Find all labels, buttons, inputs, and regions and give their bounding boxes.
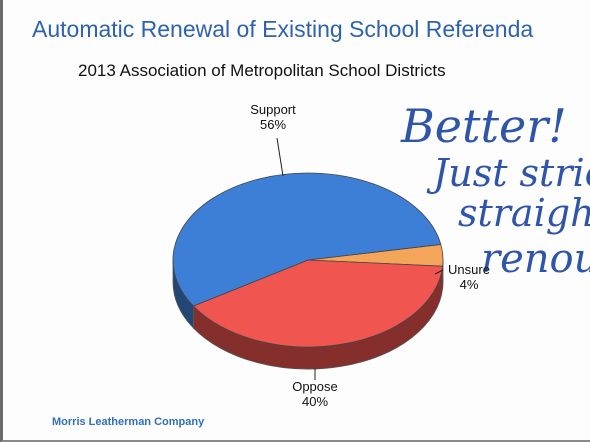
label-unsure-value: 4% <box>459 277 479 292</box>
handwriting-line-1: Better! <box>400 99 567 153</box>
handwritten-note: Better! Just stric straigh renou <box>400 99 590 282</box>
label-support-value: 56% <box>259 117 287 132</box>
pie-slice-support <box>172 172 442 307</box>
label-support: Support 56% <box>245 102 301 132</box>
leader-unsure <box>434 269 444 275</box>
slide-subtitle: 2013 Association of Metropolitan School … <box>78 61 446 80</box>
handwriting-line-4: renou <box>481 236 590 282</box>
label-oppose-value: 40% <box>301 394 329 409</box>
footer-company: Morris Leatherman Company <box>52 416 205 428</box>
slide-title: Automatic Renewal of Existing School Ref… <box>32 16 534 42</box>
label-support-name: Support <box>250 102 296 117</box>
pie-slice-oppose <box>192 259 444 348</box>
leader-support <box>276 137 284 177</box>
label-unsure: Unsure 4% <box>441 262 497 292</box>
label-oppose: Oppose 40% <box>287 379 343 409</box>
label-oppose-name: Oppose <box>292 379 338 394</box>
handwriting-line-3: straigh <box>458 191 590 235</box>
pie-chart: Better! Just stric straigh renou <box>172 99 590 380</box>
handwriting-line-2: Just stric <box>426 151 590 195</box>
leader-lines <box>276 137 444 380</box>
pie-slices <box>172 172 444 348</box>
label-unsure-name: Unsure <box>448 262 490 277</box>
